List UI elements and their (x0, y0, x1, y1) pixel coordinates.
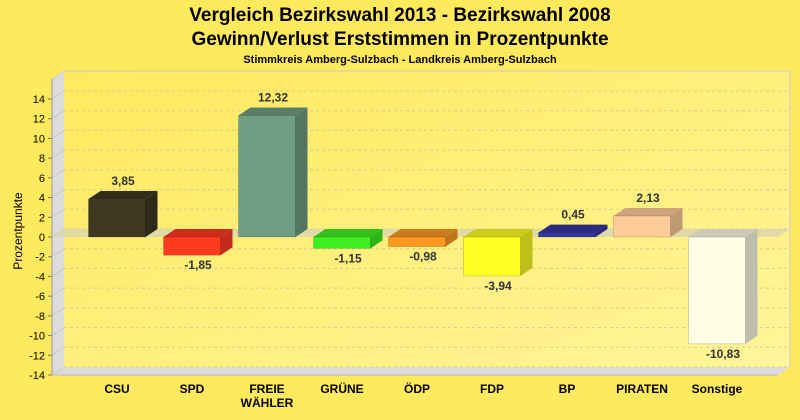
x-tick-label: FREIE (249, 382, 284, 396)
bar-top (388, 229, 458, 237)
gridline-side (51, 307, 65, 317)
bar-top (688, 229, 758, 237)
gridline-side (51, 248, 65, 258)
bar-side (445, 229, 458, 247)
plot-floor (52, 367, 790, 375)
gridline-side (51, 268, 65, 277)
bar-side (145, 191, 158, 237)
bar-side (295, 107, 308, 237)
bar-top (88, 191, 158, 200)
bar-side (220, 229, 233, 256)
y-tick-label: -2 (35, 252, 45, 264)
bar (388, 236, 446, 248)
x-tick-label: GRÜNE (320, 381, 363, 396)
bar (688, 236, 746, 345)
bar-top (163, 229, 233, 237)
gridline-side (51, 169, 65, 179)
y-tick-label: -6 (35, 291, 45, 303)
bar (163, 236, 221, 256)
x-tick-label: WÄHLER (241, 395, 294, 410)
plot-border (51, 70, 791, 367)
bar-top (238, 107, 308, 116)
bar (613, 215, 671, 238)
chart-subtitle-2: Stimmkreis Amberg-Sulzbach - Landkreis A… (243, 54, 557, 66)
y-tick-label: 2 (39, 212, 45, 224)
x-tick-label: ÖDP (404, 381, 430, 396)
bar-side (745, 229, 758, 344)
x-tick-label: Sonstige (692, 382, 743, 396)
y-tick-label: -8 (35, 311, 45, 323)
x-tick-label: PIRATEN (616, 382, 668, 396)
y-tick-label: -12 (29, 350, 45, 362)
y-tick-label: -10 (29, 331, 45, 343)
y-tick-label: 12 (33, 114, 45, 126)
y-tick-label: 10 (33, 133, 45, 145)
gridline-side (51, 110, 65, 120)
gridline-side (51, 208, 65, 218)
data-label: 12,32 (258, 91, 288, 105)
data-label: -10,83 (706, 347, 740, 361)
gridline-side (51, 149, 65, 159)
y-tick-label: 8 (39, 153, 45, 165)
x-tick-label: SPD (180, 382, 205, 396)
y-tick-label: 0 (39, 232, 45, 244)
y-tick-label: -14 (29, 370, 45, 382)
gridline-side (51, 90, 65, 100)
data-label: -0,98 (409, 250, 437, 264)
bar-side (670, 208, 683, 237)
data-label: 0,45 (561, 208, 585, 222)
bar-top (538, 224, 608, 233)
bar (538, 232, 596, 238)
data-label: -3,94 (484, 279, 512, 293)
x-tick-label: FDP (480, 382, 504, 396)
chart-title: Vergleich Bezirkswahl 2013 - Bezirkswahl… (189, 5, 611, 26)
bar-side (595, 224, 608, 237)
bar (463, 236, 521, 277)
gridline-side (51, 189, 65, 198)
x-tick-label: CSU (104, 382, 129, 396)
bar (313, 236, 371, 249)
y-tick-label: 4 (39, 193, 45, 205)
bar-top (313, 229, 383, 237)
bar (88, 198, 146, 238)
bar-side (520, 229, 533, 276)
data-label: -1,85 (184, 258, 212, 272)
x-tick-label: BP (559, 382, 576, 396)
bar-side (370, 229, 383, 249)
plot-side-wall (52, 71, 64, 375)
chart-subtitle: Gewinn/Verlust Erststimmen in Prozentpun… (191, 29, 609, 50)
data-label: 3,85 (111, 174, 135, 188)
gridline-side (51, 366, 65, 376)
data-label: 2,13 (636, 191, 660, 205)
bar-top (613, 208, 683, 217)
data-label: -1,15 (334, 251, 362, 265)
y-tick-label: 14 (33, 94, 45, 106)
bar-top (463, 229, 533, 237)
gridline-side (51, 287, 65, 297)
gridline-side (51, 346, 65, 356)
gridline-side (51, 130, 65, 139)
gridline-side (51, 327, 65, 336)
bar (238, 115, 296, 238)
y-tick-label: -4 (35, 271, 45, 283)
y-tick-label: 6 (39, 173, 45, 185)
y-axis-label: Prozentpunkte (11, 192, 25, 270)
